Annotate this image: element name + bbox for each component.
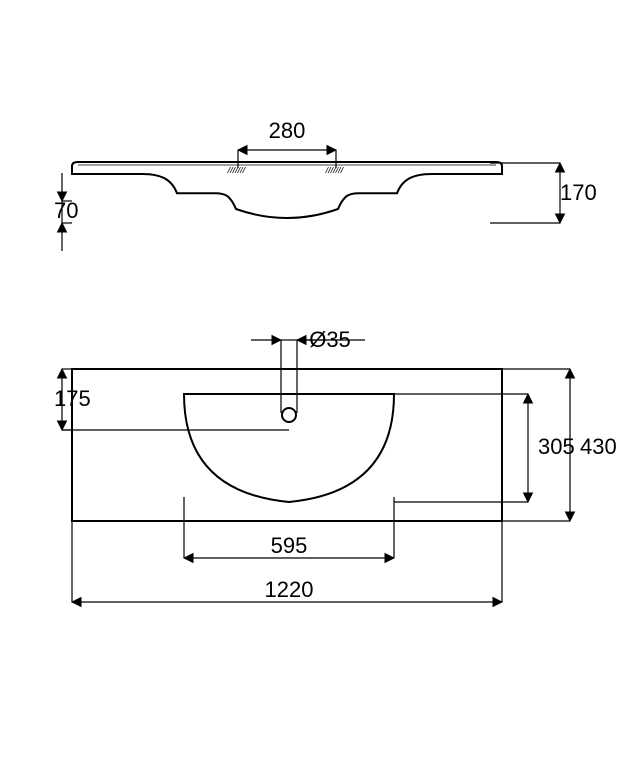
side-elevation (72, 162, 502, 218)
dim-label: 430 (580, 434, 617, 459)
mount-tick (326, 167, 329, 173)
mount-tick (240, 167, 243, 173)
mount-tick (331, 167, 334, 173)
dimensions: 280 170 70 Ø35 175 595 1220 305430 (54, 118, 617, 602)
dim-label: 305 (538, 434, 575, 459)
plan-view (62, 369, 502, 521)
dim-label: 175 (54, 386, 91, 411)
dim-label: 595 (271, 533, 308, 558)
dim-label: 1220 (265, 577, 314, 602)
plan-outline (72, 369, 502, 521)
dim-label: 170 (560, 180, 597, 205)
mount-tick (230, 167, 233, 173)
dim-label: 280 (269, 118, 306, 143)
technical-drawing: 280 170 70 Ø35 175 595 1220 305430 (0, 0, 618, 770)
mount-tick (328, 167, 331, 173)
side-outline (72, 162, 502, 218)
basin-outline (184, 394, 394, 502)
dim-label: Ø35 (309, 327, 351, 352)
mount-tick (341, 167, 344, 173)
dim-label: 70 (54, 198, 78, 223)
faucet-hole (282, 408, 296, 422)
mount-tick (228, 167, 231, 173)
mount-tick (243, 167, 246, 173)
mount-tick (338, 167, 341, 173)
mount-tick (233, 167, 236, 173)
